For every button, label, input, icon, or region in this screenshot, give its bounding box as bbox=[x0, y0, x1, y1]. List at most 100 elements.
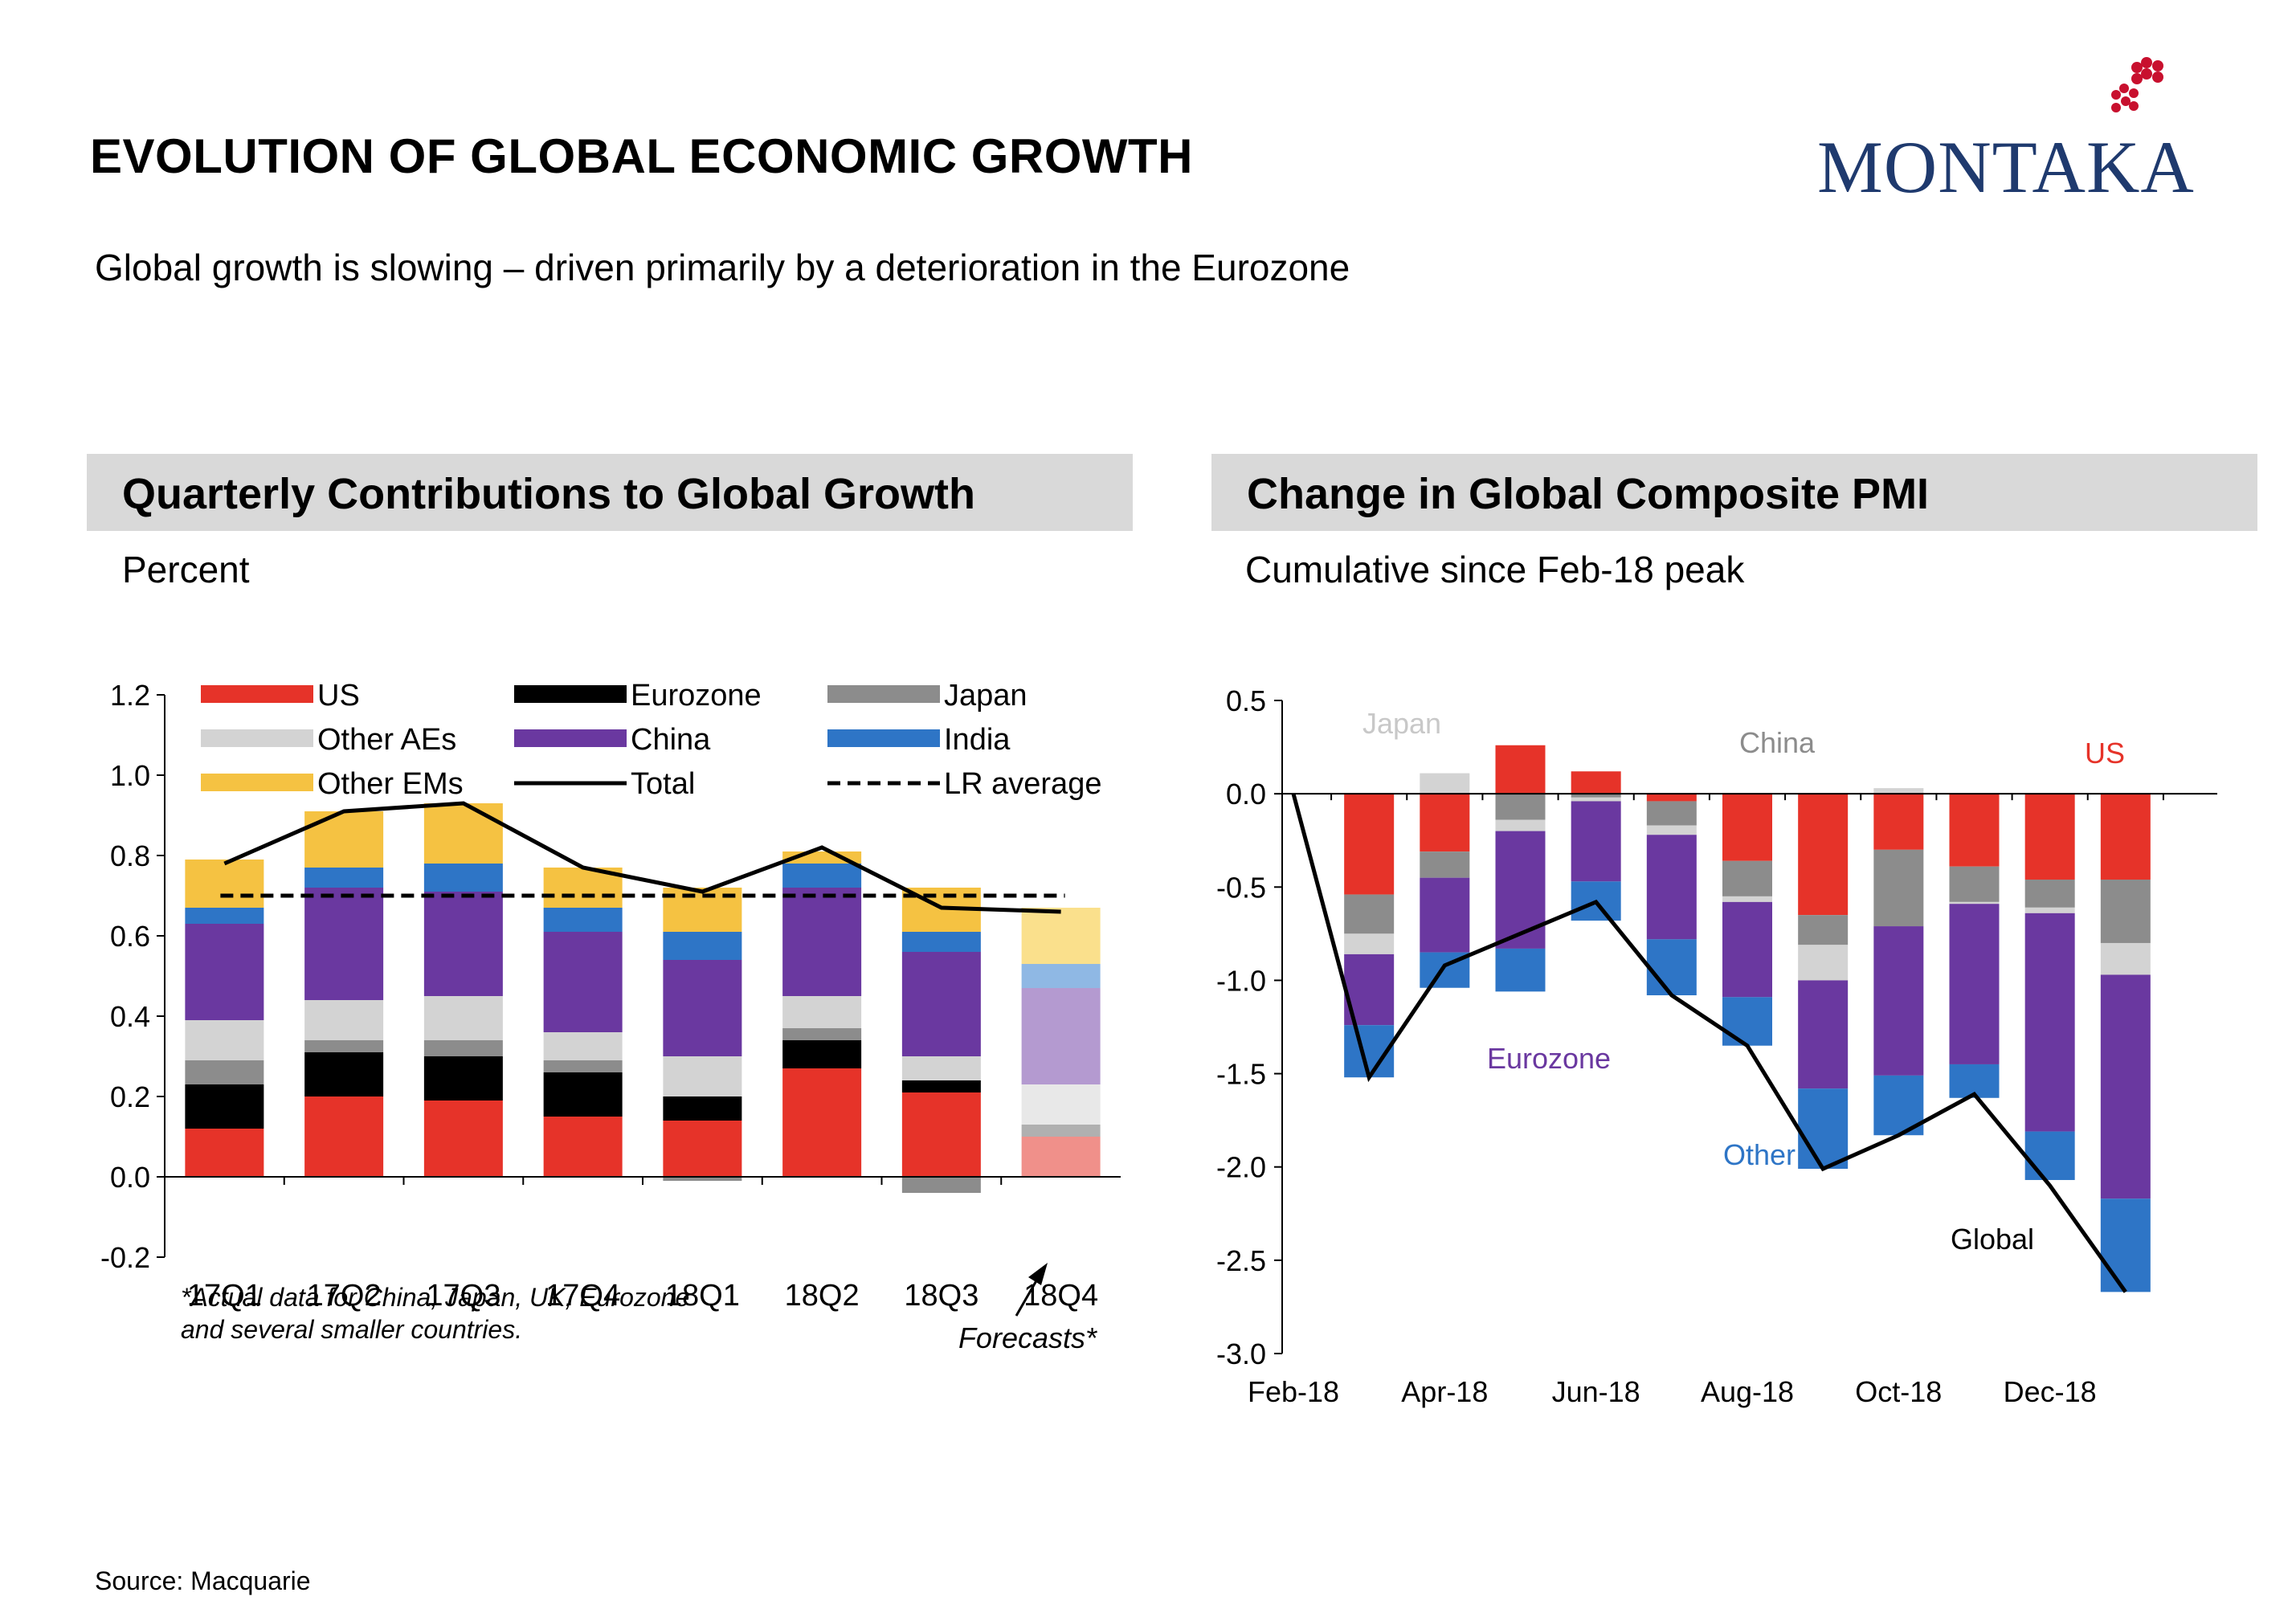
bar-other-ems-17q1 bbox=[185, 860, 264, 908]
x-tick-label: Apr-18 bbox=[1401, 1375, 1488, 1408]
y-tick-label: 0.5 bbox=[1226, 684, 1266, 717]
bar-other-aes-jan-19 bbox=[2100, 942, 2151, 975]
x-tick-label: Feb-18 bbox=[1248, 1375, 1339, 1408]
series-label-other: Other bbox=[1723, 1138, 1796, 1171]
bar-other-aes-may-18 bbox=[1495, 819, 1546, 831]
x-tick-label: Dec-18 bbox=[2004, 1375, 2097, 1408]
bar-japan-dec-18 bbox=[2024, 879, 2075, 908]
bar-other-aes-oct-18 bbox=[1873, 788, 1924, 794]
bar-japan-may-18 bbox=[1495, 794, 1546, 820]
bar-china-aug-18 bbox=[1722, 901, 1772, 998]
page-subtitle: Global growth is slowing – driven primar… bbox=[95, 247, 1350, 288]
bar-other-aes-jul-18 bbox=[1646, 825, 1697, 835]
bar-other-aes-18q2 bbox=[782, 996, 862, 1028]
bar-other-aes-17q2 bbox=[304, 1000, 384, 1040]
bar-eurozone-17q4 bbox=[543, 1072, 623, 1117]
y-tick-label: -1.0 bbox=[1216, 964, 1266, 997]
y-tick-label: 0.0 bbox=[1226, 778, 1266, 811]
y-tick-label: 0.0 bbox=[110, 1161, 150, 1194]
bar-us-mar-18 bbox=[1344, 794, 1395, 895]
y-tick-label: -2.0 bbox=[1216, 1151, 1266, 1184]
bar-us-17q3 bbox=[423, 1101, 503, 1177]
bar-other-aes-nov-18 bbox=[1949, 901, 2000, 905]
bar-us-apr-18 bbox=[1420, 794, 1470, 852]
bar-china-17q4 bbox=[543, 932, 623, 1032]
bar-eurozone-17q3 bbox=[423, 1056, 503, 1101]
global-composite-pmi-chart: 0.5 0.0 -0.5 -1.0 -1.5 -2.0 -2.5 -3.0 Feb-18 Apr-… bbox=[1216, 684, 2217, 1408]
bar-japan-18q2 bbox=[782, 1028, 862, 1040]
bar-india-18q3 bbox=[901, 932, 981, 952]
bar-us-17q2 bbox=[304, 1096, 384, 1177]
left-panel-subtitle: Percent bbox=[122, 549, 250, 590]
bar-other-aes-aug-18 bbox=[1722, 896, 1772, 902]
bar-eurozone-18q1 bbox=[663, 1096, 742, 1121]
y-tick-label: 0.2 bbox=[110, 1080, 150, 1113]
bar-china-jun-18 bbox=[1571, 801, 1621, 882]
footnote-line-1: *Actual data for China, Japan, UK, Euroz… bbox=[181, 1283, 689, 1312]
bar-japan-aug-18 bbox=[1722, 860, 1772, 896]
legend-label-japan: Japan bbox=[944, 679, 1027, 713]
x-tick-label: Oct-18 bbox=[1855, 1375, 1942, 1408]
right-panel-subtitle: Cumulative since Feb-18 peak bbox=[1245, 549, 1745, 590]
y-tick-label: -2.5 bbox=[1216, 1244, 1266, 1277]
x-tick-label: 18Q1 bbox=[665, 1279, 740, 1313]
bar-china-sep-18 bbox=[1798, 980, 1849, 1089]
bar-japan-apr-18 bbox=[1420, 851, 1470, 878]
legend-label-lr-average: LR average bbox=[944, 767, 1101, 801]
bar-japan-nov-18 bbox=[1949, 866, 2000, 902]
bar-other-dec-18 bbox=[2024, 1131, 2075, 1180]
bar-india-18q4 bbox=[1021, 964, 1101, 988]
bar-japan-17q3 bbox=[423, 1040, 503, 1056]
logo-emblem-icon bbox=[2111, 57, 2163, 112]
bar-japan-sep-18 bbox=[1798, 915, 1849, 945]
bar-us-jan-19 bbox=[2100, 794, 2151, 880]
bar-japan-17q1 bbox=[185, 1060, 264, 1084]
bar-india-18q2 bbox=[782, 864, 862, 888]
bar-china-18q1 bbox=[663, 960, 742, 1056]
forecasts-label: Forecasts* bbox=[958, 1321, 1097, 1354]
legend-label-total: Total bbox=[631, 767, 695, 801]
bar-china-jan-19 bbox=[2100, 974, 2151, 1199]
logo-wordmark: MONTAKA bbox=[1817, 126, 2195, 208]
x-tick-label: 18Q4 bbox=[1023, 1279, 1098, 1313]
bar-other-ems-17q3 bbox=[423, 803, 503, 864]
montaka-logo: MONTAKA bbox=[1817, 48, 2194, 208]
legend-swatch-china bbox=[514, 729, 627, 747]
bar-japan-18q1 bbox=[663, 1177, 742, 1181]
bar-china-nov-18 bbox=[1949, 904, 2000, 1064]
series-label-japan: Japan bbox=[1362, 707, 1441, 740]
bar-other-may-18 bbox=[1495, 948, 1546, 992]
y-tick-label: 0.6 bbox=[110, 920, 150, 953]
bar-us-jul-18 bbox=[1646, 794, 1697, 802]
bar-other-aes-18q1 bbox=[663, 1056, 742, 1096]
bar-china-apr-18 bbox=[1420, 877, 1470, 953]
legend-swatch-india bbox=[827, 729, 940, 747]
bar-china-18q3 bbox=[901, 952, 981, 1056]
bar-china-17q3 bbox=[423, 892, 503, 996]
bar-us-18q1 bbox=[663, 1121, 742, 1177]
left-panel-header: Quarterly Contributions to Global Growth bbox=[87, 454, 1133, 531]
bar-us-18q2 bbox=[782, 1068, 862, 1177]
bar-eurozone-18q3 bbox=[901, 1080, 981, 1092]
x-tick-label: 18Q2 bbox=[785, 1279, 860, 1313]
legend-swatch-eurozone bbox=[514, 685, 627, 703]
bar-other-aes-18q3 bbox=[901, 1056, 981, 1080]
bar-us-18q3 bbox=[901, 1092, 981, 1177]
series-label-eurozone: Eurozone bbox=[1487, 1042, 1611, 1075]
bar-other-aes-dec-18 bbox=[2024, 907, 2075, 913]
bar-eurozone-18q2 bbox=[782, 1040, 862, 1068]
bar-us-oct-18 bbox=[1873, 794, 1924, 850]
bar-japan-17q4 bbox=[543, 1060, 623, 1072]
x-tick-label: Aug-18 bbox=[1701, 1375, 1794, 1408]
bar-china-17q1 bbox=[185, 924, 264, 1020]
forecast-arrow-head bbox=[1028, 1263, 1048, 1285]
legend-label-other-ems: Other EMs bbox=[317, 767, 464, 801]
bar-japan-jul-18 bbox=[1646, 801, 1697, 826]
x-tick-label: 17Q4 bbox=[545, 1279, 620, 1313]
legend-swatch-japan bbox=[827, 685, 940, 703]
bar-china-may-18 bbox=[1495, 831, 1546, 949]
bar-other-aes-jun-18 bbox=[1571, 797, 1621, 802]
bar-china-oct-18 bbox=[1873, 926, 1924, 1076]
y-tick-label: -0.2 bbox=[100, 1241, 150, 1274]
bar-japan-18q3 bbox=[901, 1177, 981, 1193]
